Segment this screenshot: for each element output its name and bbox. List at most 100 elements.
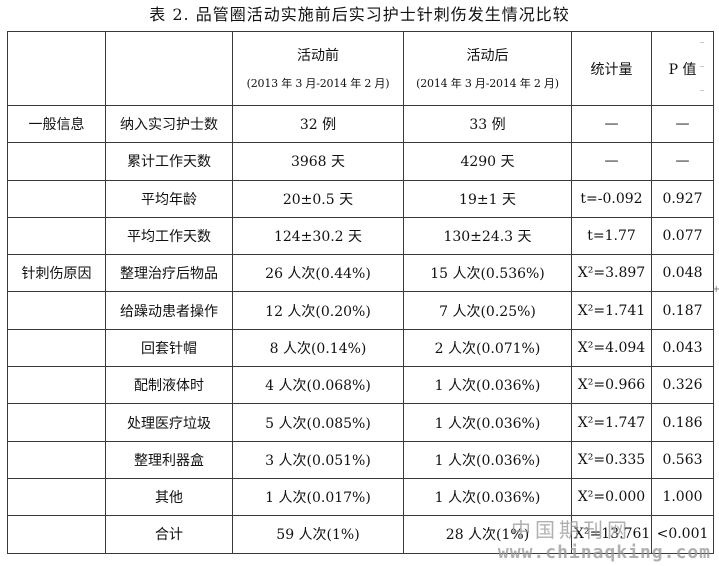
row-p-value: 0.563 xyxy=(651,440,714,479)
table-row: 其他 1 人次(0.017%) 1 人次(0.036%) X²=0.000 1.… xyxy=(7,477,714,517)
table-row: 合计 59 人次(1%) 28 人次(1%) X²=13.761 <0.001 xyxy=(7,515,714,554)
table-row: 一般信息 纳入实习护士数 32 例 33 例 — — xyxy=(7,104,714,144)
row-item: 平均年龄 xyxy=(105,179,233,218)
row-after: 1 人次(0.036%) xyxy=(403,477,572,517)
row-after: 2 人次(0.071%) xyxy=(403,328,572,368)
group-blank xyxy=(7,515,106,554)
table-row: 给躁动患者操作 12 人次(0.20%) 7 人次(0.25%) X²=1.74… xyxy=(7,291,714,330)
header-blank-item xyxy=(105,31,233,106)
row-after: 4290 天 xyxy=(403,142,572,181)
row-before: 12 人次(0.20%) xyxy=(232,291,404,330)
group-blank xyxy=(7,477,106,517)
row-p-value: 0.048 xyxy=(651,254,714,293)
table-row: 整理利器盒 3 人次(0.051%) 1 人次(0.036%) X²=0.335… xyxy=(7,440,714,479)
row-item: 给躁动患者操作 xyxy=(105,291,233,330)
table-row: 累计工作天数 3968 天 4290 天 — — xyxy=(7,142,714,181)
row-p-value: <0.001 xyxy=(651,515,714,554)
row-p-value: 1.000 xyxy=(651,477,714,517)
row-item: 整理治疗后物品 xyxy=(105,254,233,293)
row-item: 配制液体时 xyxy=(105,366,233,405)
row-statistic: t=-0.092 xyxy=(571,179,652,218)
row-after: 1 人次(0.036%) xyxy=(403,440,572,479)
row-p-value: 0.326 xyxy=(651,366,714,405)
row-p-value: — xyxy=(651,104,714,144)
margin-dash xyxy=(700,42,704,43)
group-needlestick-cause: 针刺伤原因 xyxy=(7,254,106,293)
row-before: 3968 天 xyxy=(232,142,404,181)
row-before: 124±30.2 天 xyxy=(232,216,404,256)
row-after: 130±24.3 天 xyxy=(403,216,572,256)
group-blank xyxy=(7,142,106,181)
row-statistic: — xyxy=(571,142,652,181)
row-item: 平均工作天数 xyxy=(105,216,233,256)
row-before: 8 人次(0.14%) xyxy=(232,328,404,368)
row-before: 26 人次(0.44%) xyxy=(232,254,404,293)
row-statistic: — xyxy=(571,104,652,144)
group-blank xyxy=(7,179,106,218)
row-statistic: X²=4.094 xyxy=(571,328,652,368)
row-item: 纳入实习护士数 xyxy=(105,104,233,144)
row-before: 3 人次(0.051%) xyxy=(232,440,404,479)
row-before: 5 人次(0.085%) xyxy=(232,403,404,442)
table-row: 配制液体时 4 人次(0.068%) 1 人次(0.036%) X²=0.966… xyxy=(7,366,714,405)
row-after: 28 人次(1%) xyxy=(403,515,572,554)
row-item: 处理医疗垃圾 xyxy=(105,403,233,442)
header-before: 活动前 (2013 年 3 月-2014 年 2 月) xyxy=(232,31,404,106)
row-statistic: t=1.77 xyxy=(571,216,652,256)
row-statistic: X²=1.747 xyxy=(571,403,652,442)
table-row: 平均工作天数 124±30.2 天 130±24.3 天 t=1.77 0.07… xyxy=(7,216,714,256)
row-item: 累计工作天数 xyxy=(105,142,233,181)
row-before: 1 人次(0.017%) xyxy=(232,477,404,517)
table-row: 处理医疗垃圾 5 人次(0.085%) 1 人次(0.036%) X²=1.74… xyxy=(7,403,714,442)
expand-handle-icon[interactable]: + xyxy=(712,284,719,295)
row-before: 59 人次(1%) xyxy=(232,515,404,554)
header-p-value: P 值 xyxy=(651,31,714,106)
table-row: 回套针帽 8 人次(0.14%) 2 人次(0.071%) X²=4.094 0… xyxy=(7,328,714,368)
row-statistic: X²=0.966 xyxy=(571,366,652,405)
row-statistic: X²=3.897 xyxy=(571,254,652,293)
row-item: 合计 xyxy=(105,515,233,554)
row-after: 7 人次(0.25%) xyxy=(403,291,572,330)
header-before-range: (2013 年 3 月-2014 年 2 月) xyxy=(246,76,390,90)
row-p-value: 0.077 xyxy=(651,216,714,256)
comparison-table: 活动前 (2013 年 3 月-2014 年 2 月) 活动后 (2014 年 … xyxy=(7,31,714,554)
table-row: 平均年龄 20±0.5 天 19±1 天 t=-0.092 0.927 xyxy=(7,179,714,218)
table-header-row: 活动前 (2013 年 3 月-2014 年 2 月) 活动后 (2014 年 … xyxy=(7,31,714,106)
row-before: 32 例 xyxy=(232,104,404,144)
row-after: 1 人次(0.036%) xyxy=(403,403,572,442)
row-statistic: X²=1.741 xyxy=(571,291,652,330)
margin-dash xyxy=(700,90,704,91)
row-item: 回套针帽 xyxy=(105,328,233,368)
row-after: 15 人次(0.536%) xyxy=(403,254,572,293)
row-statistic: X²=0.335 xyxy=(571,440,652,479)
table-caption: 表 2. 品管圈活动实施前后实习护士针刺伤发生情况比较 xyxy=(149,5,570,24)
row-after: 33 例 xyxy=(403,104,572,144)
group-blank xyxy=(7,216,106,256)
header-statistic: 统计量 xyxy=(571,31,652,106)
table-row: 针刺伤原因 整理治疗后物品 26 人次(0.44%) 15 人次(0.536%)… xyxy=(7,254,714,293)
margin-dash xyxy=(700,66,704,67)
row-statistic: X²=13.761 xyxy=(571,515,652,554)
group-blank xyxy=(7,291,106,330)
row-p-value: 0.187 xyxy=(651,291,714,330)
group-blank xyxy=(7,366,106,405)
row-item: 其他 xyxy=(105,477,233,517)
row-p-value: 0.043 xyxy=(651,328,714,368)
row-p-value: 0.927 xyxy=(651,179,714,218)
row-after: 19±1 天 xyxy=(403,179,572,218)
row-statistic: X²=0.000 xyxy=(571,477,652,517)
group-blank xyxy=(7,328,106,368)
group-blank xyxy=(7,440,106,479)
header-blank-group xyxy=(7,31,106,106)
row-item: 整理利器盒 xyxy=(105,440,233,479)
header-after-label: 活动后 xyxy=(466,47,509,64)
header-after: 活动后 (2014 年 3 月-2014 年 2 月) xyxy=(403,31,572,106)
row-before: 20±0.5 天 xyxy=(232,179,404,218)
row-p-value: 0.186 xyxy=(651,403,714,442)
row-before: 4 人次(0.068%) xyxy=(232,366,404,405)
row-after: 1 人次(0.036%) xyxy=(403,366,572,405)
group-blank xyxy=(7,403,106,442)
row-p-value: — xyxy=(651,142,714,181)
group-general-info: 一般信息 xyxy=(7,104,106,144)
